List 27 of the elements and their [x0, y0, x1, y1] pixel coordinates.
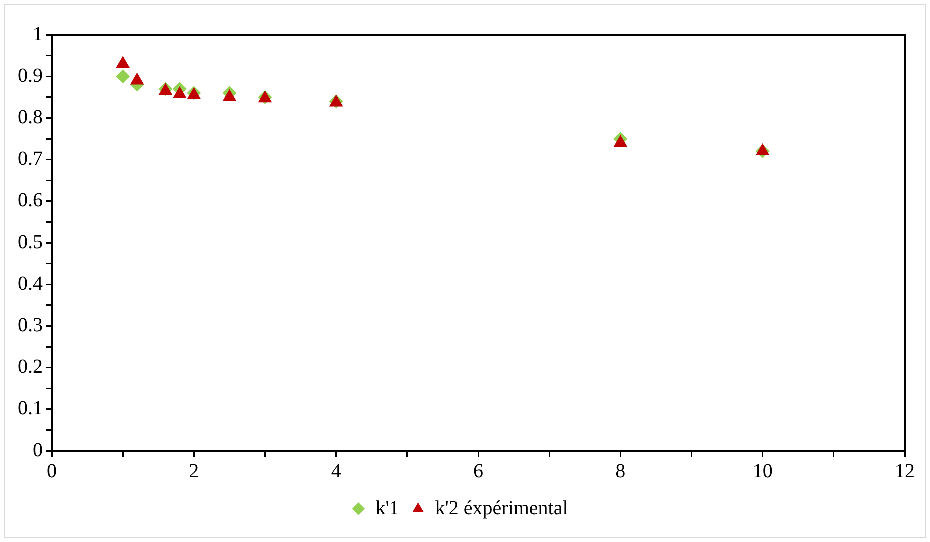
x-tick-label: 12: [895, 460, 915, 482]
legend-label: k'1: [376, 497, 400, 520]
x-tick-label: 10: [752, 460, 773, 482]
point: [116, 56, 130, 68]
x-tick-label: 6: [474, 460, 484, 482]
legend-label: k'2 éxpérimental: [435, 497, 569, 520]
y-tick-label: 0.7: [18, 148, 43, 170]
y-tick-label: 0.9: [18, 64, 43, 87]
point: [222, 89, 237, 102]
y-tick-label: 1: [33, 23, 43, 46]
y-tick-label: 0.5: [18, 231, 43, 254]
x-tick-label: 8: [616, 460, 626, 482]
point: [756, 143, 770, 156]
y-tick-label: 0.4: [18, 272, 43, 295]
x-tick-label: 0: [47, 460, 57, 482]
y-tick-label: 0.6: [18, 190, 43, 212]
point: [116, 70, 130, 84]
x-tick-label: 4: [331, 460, 342, 482]
y-tick-label: 0.8: [18, 106, 43, 128]
y-tick-label: 0.2: [18, 356, 43, 378]
point: [614, 135, 628, 148]
x-tick-label: 2: [189, 460, 200, 482]
point: [130, 72, 144, 85]
y-tick-label: 0.1: [18, 398, 43, 420]
y-tick-label: 0: [33, 439, 43, 462]
point: [173, 86, 187, 98]
y-tick-label: 0.3: [18, 314, 43, 336]
